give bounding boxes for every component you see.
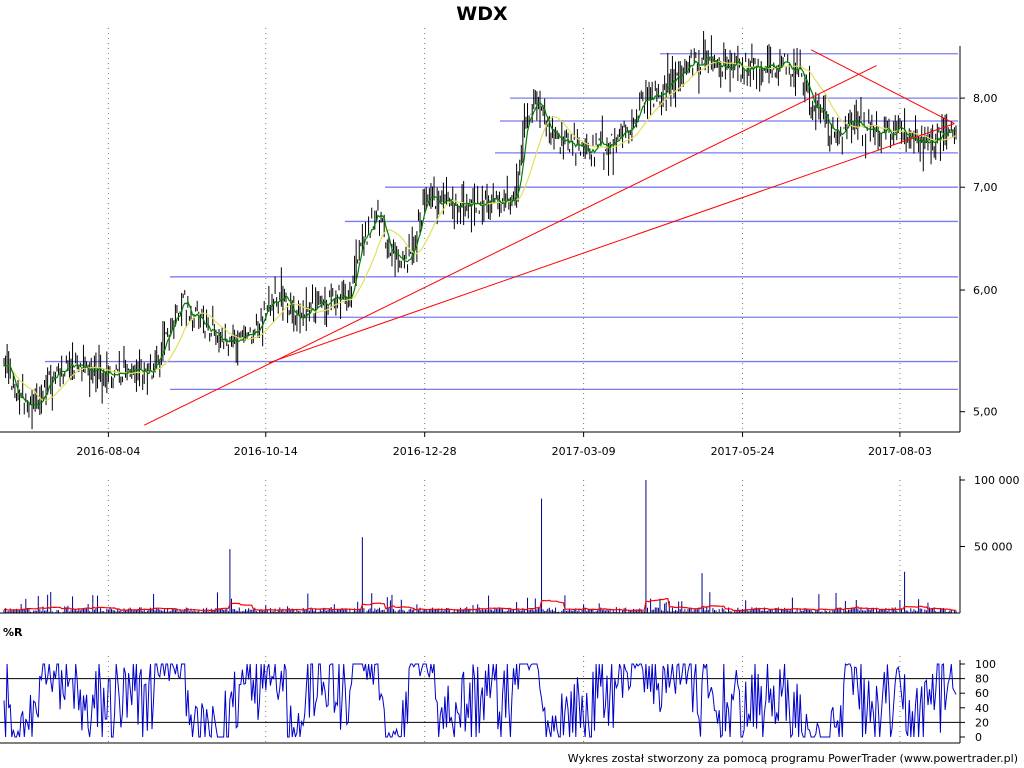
trend-line: [810, 49, 955, 125]
williams-r-y-tick-label: 100: [975, 658, 996, 671]
williams-r-y-tick-label: 0: [975, 731, 982, 744]
price-y-tick-label: 7,00: [973, 181, 998, 194]
x-tick-label: 2017-08-03: [868, 445, 932, 458]
x-tick-label: 2016-10-14: [234, 445, 298, 458]
williams-r-title: %R: [3, 626, 23, 639]
price-y-tick-label: 8,00: [973, 92, 998, 105]
volume-vertical-grid: [107, 480, 901, 613]
x-tick-label: 2017-05-24: [711, 445, 775, 458]
williams-r-y-tick-label: 60: [975, 687, 989, 700]
volume-y-tick-label: 50 000: [974, 541, 1013, 554]
volume-y-axis-ticks: 100 000 50 000: [960, 474, 1020, 554]
trend-line: [144, 65, 877, 426]
trend-line: [268, 123, 955, 364]
x-axis-ticks: 2016-08-04 2016-10-14 2016-12-28 2017-03-09…: [76, 432, 932, 458]
x-tick-label: 2017-03-09: [552, 445, 616, 458]
price-horizontal-lines: [45, 53, 958, 391]
x-tick-label: 2016-08-04: [76, 445, 140, 458]
price-y-tick-label: 5,00: [973, 406, 998, 419]
volume-y-tick-label: 100 000: [974, 474, 1020, 487]
williams-r-line: [3, 663, 957, 739]
volume-moving-average: [3, 598, 957, 612]
x-tick-label: 2016-12-28: [393, 445, 457, 458]
williams-r-y-tick-label: 20: [975, 716, 989, 729]
williams-r-y-tick-label: 40: [975, 702, 989, 715]
williams-r-y-tick-label: 80: [975, 673, 989, 686]
price-panel: 5,006,007,008,00 2016-08-04 2016-10-14 201…: [0, 28, 998, 458]
price-y-axis-ticks: 5,00 6,00 7,00 8,00: [960, 92, 998, 419]
chart-title: WDX: [456, 3, 508, 25]
trend-lines: [144, 49, 955, 426]
footer-credit: Wykres został stworzony za pomocą progra…: [568, 752, 1018, 765]
volume-panel: 100 000 50 000: [0, 474, 1020, 614]
price-y-tick-label: 6,00: [973, 284, 998, 297]
moving-average-short: [3, 56, 957, 406]
